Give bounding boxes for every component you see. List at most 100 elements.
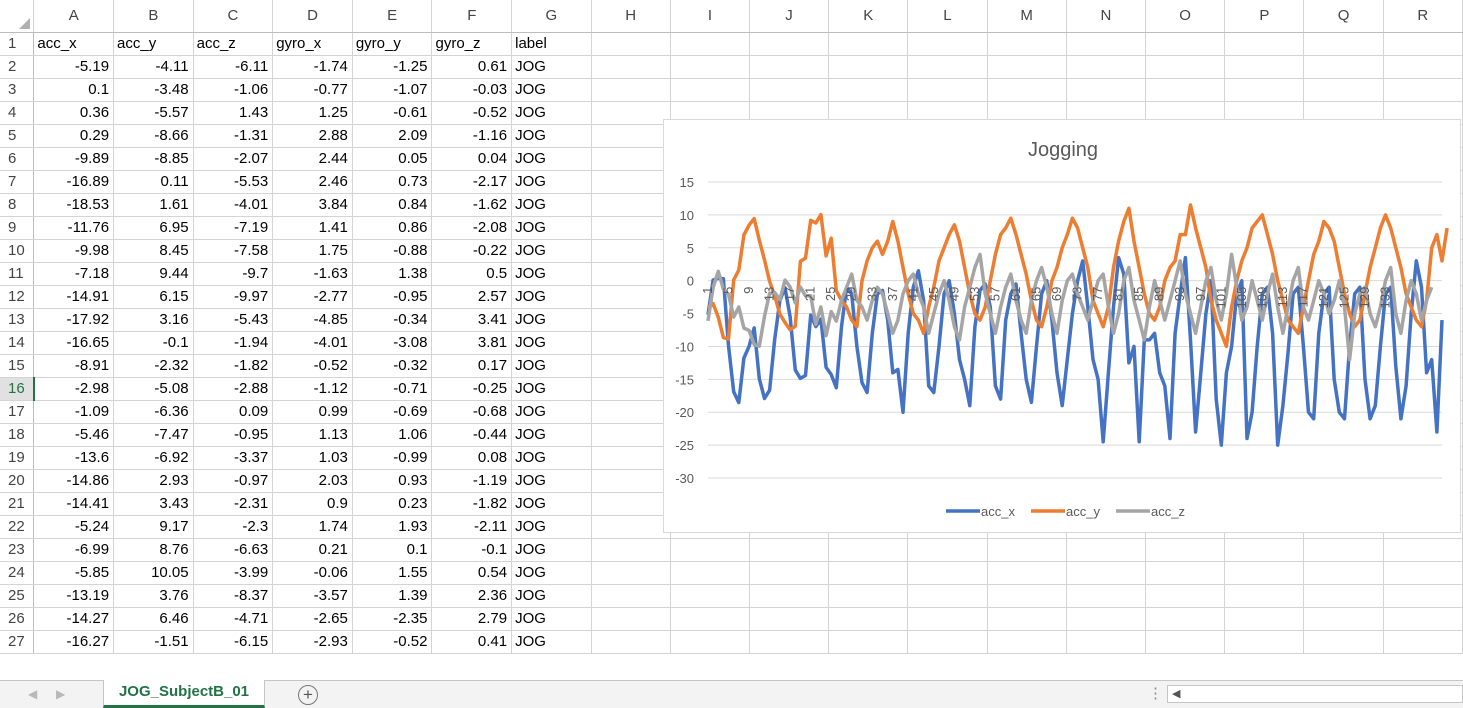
row-header-21[interactable]: 21 — [0, 492, 35, 516]
data-cell[interactable]: -6.11 — [193, 55, 274, 79]
row-header-6[interactable]: 6 — [0, 147, 35, 171]
empty-cell[interactable] — [1303, 538, 1384, 562]
data-cell[interactable]: 0.9 — [272, 492, 353, 516]
empty-cell[interactable] — [1066, 630, 1146, 654]
column-name-cell[interactable]: gyro_z — [431, 32, 513, 56]
data-cell[interactable]: 0.36 — [33, 101, 115, 125]
row-header-12[interactable]: 12 — [0, 285, 35, 309]
empty-cell[interactable] — [1303, 584, 1384, 608]
data-cell[interactable]: -0.95 — [352, 285, 433, 309]
empty-cell[interactable] — [907, 55, 988, 79]
data-cell[interactable]: JOG — [511, 147, 592, 171]
column-header-f[interactable]: F — [431, 0, 513, 33]
data-cell[interactable]: -6.99 — [33, 538, 115, 562]
data-cell[interactable]: -0.34 — [352, 308, 433, 332]
data-cell[interactable]: 0.61 — [431, 55, 513, 79]
empty-cell[interactable] — [1303, 55, 1384, 79]
empty-cell[interactable] — [1224, 584, 1305, 608]
data-cell[interactable]: -7.58 — [193, 239, 274, 263]
data-cell[interactable]: -0.68 — [431, 400, 513, 424]
scroll-tabs-left-icon[interactable]: ◀ — [28, 687, 38, 701]
data-cell[interactable]: -6.92 — [113, 446, 194, 470]
data-cell[interactable]: -4.85 — [272, 308, 353, 332]
empty-cell[interactable] — [1066, 538, 1146, 562]
data-cell[interactable]: JOG — [511, 584, 592, 608]
data-cell[interactable]: 0.17 — [431, 354, 513, 378]
empty-cell[interactable] — [828, 78, 909, 102]
add-sheet-button[interactable]: + — [298, 685, 318, 705]
column-header-l[interactable]: L — [907, 0, 988, 33]
data-cell[interactable]: -0.25 — [431, 377, 513, 401]
column-header-d[interactable]: D — [272, 0, 353, 33]
data-cell[interactable]: -0.44 — [431, 423, 513, 447]
empty-cell[interactable] — [907, 630, 988, 654]
column-header-a[interactable]: A — [33, 0, 115, 33]
data-cell[interactable]: -1.09 — [33, 400, 115, 424]
column-header-i[interactable]: I — [670, 0, 750, 33]
column-header-b[interactable]: B — [113, 0, 194, 33]
data-cell[interactable]: -5.85 — [33, 561, 115, 585]
data-cell[interactable]: -0.88 — [352, 239, 433, 263]
data-cell[interactable]: 0.1 — [33, 78, 115, 102]
empty-cell[interactable] — [1383, 607, 1463, 631]
data-cell[interactable]: JOG — [511, 262, 592, 286]
data-cell[interactable]: -5.24 — [33, 515, 115, 539]
data-cell[interactable]: 1.75 — [272, 239, 353, 263]
data-cell[interactable]: 2.44 — [272, 147, 353, 171]
data-cell[interactable]: -9.7 — [193, 262, 274, 286]
empty-cell[interactable] — [907, 32, 988, 56]
data-cell[interactable]: 10.05 — [113, 561, 194, 585]
empty-cell[interactable] — [1145, 630, 1226, 654]
data-cell[interactable]: 0.1 — [352, 538, 433, 562]
data-cell[interactable]: -0.06 — [272, 561, 353, 585]
row-header-5[interactable]: 5 — [0, 124, 35, 148]
empty-cell[interactable] — [987, 32, 1067, 56]
data-cell[interactable]: -2.11 — [431, 515, 513, 539]
row-header-13[interactable]: 13 — [0, 308, 35, 332]
empty-cell[interactable] — [987, 607, 1067, 631]
data-cell[interactable]: -17.92 — [33, 308, 115, 332]
data-cell[interactable]: 0.23 — [352, 492, 433, 516]
data-cell[interactable]: -0.52 — [272, 354, 353, 378]
data-cell[interactable]: -2.08 — [431, 216, 513, 240]
data-cell[interactable]: 0.05 — [352, 147, 433, 171]
data-cell[interactable]: JOG — [511, 446, 592, 470]
data-cell[interactable]: -2.98 — [33, 377, 115, 401]
column-name-cell[interactable]: gyro_y — [352, 32, 433, 56]
empty-cell[interactable] — [591, 377, 671, 401]
empty-cell[interactable] — [591, 630, 671, 654]
horizontal-scrollbar[interactable]: ◀ — [1167, 685, 1463, 703]
data-cell[interactable]: -4.01 — [193, 193, 274, 217]
data-cell[interactable]: JOG — [511, 55, 592, 79]
data-cell[interactable]: -2.65 — [272, 607, 353, 631]
empty-cell[interactable] — [591, 469, 671, 493]
data-cell[interactable]: -5.53 — [193, 170, 274, 194]
data-cell[interactable]: 1.74 — [272, 515, 353, 539]
data-cell[interactable]: 1.61 — [113, 193, 194, 217]
data-cell[interactable]: 0.54 — [431, 561, 513, 585]
empty-cell[interactable] — [1066, 607, 1146, 631]
data-cell[interactable]: 0.04 — [431, 147, 513, 171]
empty-cell[interactable] — [591, 400, 671, 424]
data-cell[interactable]: -9.97 — [193, 285, 274, 309]
empty-cell[interactable] — [591, 262, 671, 286]
column-name-cell[interactable]: acc_y — [113, 32, 194, 56]
empty-cell[interactable] — [591, 331, 671, 355]
data-cell[interactable]: -0.52 — [431, 101, 513, 125]
data-cell[interactable]: 1.38 — [352, 262, 433, 286]
data-cell[interactable]: -9.98 — [33, 239, 115, 263]
data-cell[interactable]: JOG — [511, 377, 592, 401]
data-cell[interactable]: JOG — [511, 124, 592, 148]
row-header-20[interactable]: 20 — [0, 469, 35, 493]
empty-cell[interactable] — [670, 32, 750, 56]
data-cell[interactable]: 1.41 — [272, 216, 353, 240]
data-cell[interactable]: -8.66 — [113, 124, 194, 148]
data-cell[interactable]: JOG — [511, 400, 592, 424]
data-cell[interactable]: -5.57 — [113, 101, 194, 125]
data-cell[interactable]: -14.86 — [33, 469, 115, 493]
empty-cell[interactable] — [1224, 55, 1305, 79]
column-name-cell[interactable]: acc_z — [193, 32, 274, 56]
data-cell[interactable]: -8.85 — [113, 147, 194, 171]
data-cell[interactable]: -4.71 — [193, 607, 274, 631]
column-name-cell[interactable]: acc_x — [33, 32, 115, 56]
